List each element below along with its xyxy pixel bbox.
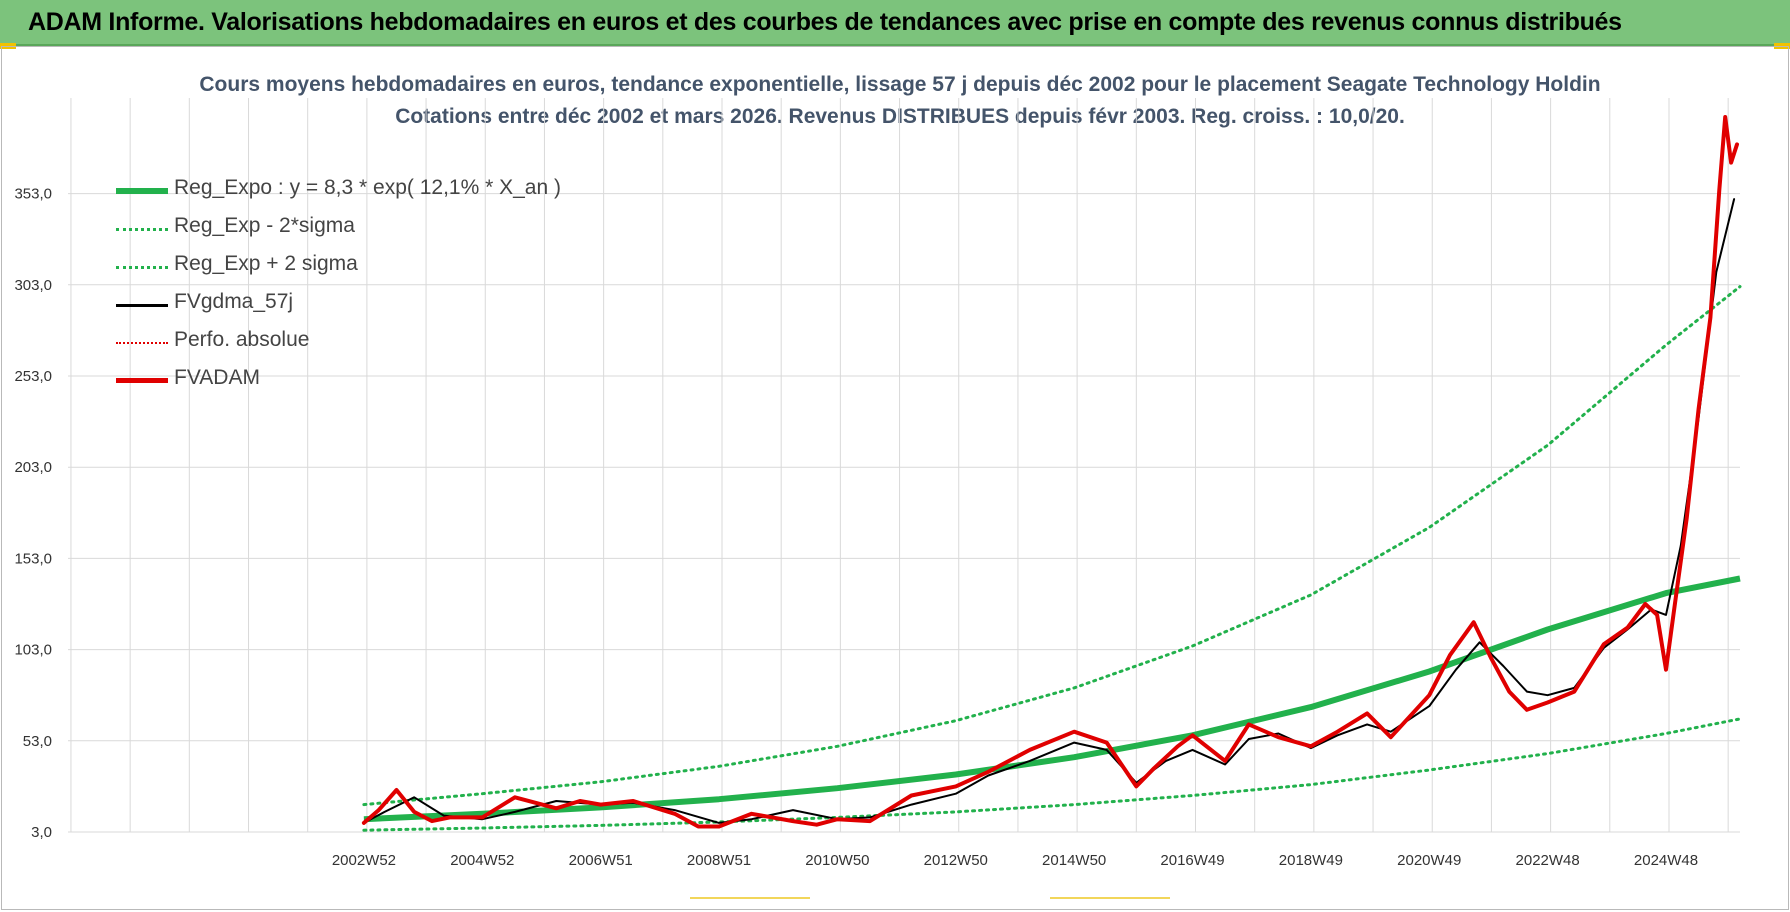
report-banner: ADAM Informe. Valorisations hebdomadaire… <box>0 0 1790 46</box>
bottom-mark-1 <box>690 897 810 899</box>
legend-label-reg-expo: Reg_Expo : y = 8,3 * exp( 12,1% * X_an ) <box>174 176 561 199</box>
x-tick-label: 2024W48 <box>1634 852 1698 869</box>
legend-swatch-fvadam <box>116 378 168 383</box>
chart-frame <box>1 46 1789 910</box>
chart-title: Cours moyens hebdomadaires en euros, ten… <box>199 73 1601 96</box>
series-fvadam <box>361 115 1739 829</box>
x-tick-label: 2012W50 <box>924 852 988 869</box>
legend-item-reg-expo: Reg_Expo : y = 8,3 * exp( 12,1% * X_an ) <box>116 176 576 206</box>
legend-label-fvgdma: FVgdma_57j <box>174 290 294 313</box>
series-reg-exp-plus <box>362 285 1742 807</box>
legend-swatch-reg-exp-plus <box>116 266 168 269</box>
report-title: ADAM Informe. Valorisations hebdomadaire… <box>28 8 1622 36</box>
x-tick-label: 2020W49 <box>1397 852 1461 869</box>
x-tick-label: 2016W49 <box>1160 852 1224 869</box>
x-tick-label: 2010W50 <box>805 852 869 869</box>
x-tick-label: 2008W51 <box>687 852 751 869</box>
y-tick-label: 253,0 <box>14 368 52 385</box>
legend-item-fvgdma: FVgdma_57j <box>116 290 576 320</box>
legend-swatch-reg-expo <box>116 188 168 194</box>
y-tick-label: 353,0 <box>14 186 52 203</box>
y-tick-label: 103,0 <box>14 642 52 659</box>
legend-swatch-reg-exp-minus <box>116 228 168 231</box>
x-tick-label: 2022W48 <box>1516 852 1580 869</box>
legend-item-perfo: Perfo. absolue <box>116 328 576 358</box>
legend-swatch-perfo <box>116 342 168 344</box>
x-tick-label: 2018W49 <box>1279 852 1343 869</box>
x-tick-label: 2014W50 <box>1042 852 1106 869</box>
legend-item-reg-exp-plus: Reg_Exp + 2 sigma <box>116 252 576 282</box>
y-tick-label: 3,0 <box>31 824 52 841</box>
legend-item-fvadam: FVADAM <box>116 366 576 396</box>
y-tick-label: 203,0 <box>14 459 52 476</box>
bottom-mark-2 <box>1050 897 1170 899</box>
legend-label-perfo: Perfo. absolue <box>174 328 310 351</box>
legend-swatch-fvgdma <box>116 304 168 307</box>
y-tick-label: 53,0 <box>23 733 52 750</box>
x-tick-label: 2002W52 <box>332 852 396 869</box>
legend-label-reg-exp-minus: Reg_Exp - 2*sigma <box>174 214 355 237</box>
y-tick-label: 303,0 <box>14 277 52 294</box>
legend-label-fvadam: FVADAM <box>174 366 260 389</box>
legend-item-reg-exp-minus: Reg_Exp - 2*sigma <box>116 214 576 244</box>
x-tick-label: 2006W51 <box>569 852 633 869</box>
y-tick-label: 153,0 <box>14 550 52 567</box>
x-tick-label: 2004W52 <box>450 852 514 869</box>
series-reg-expo <box>363 575 1741 823</box>
series-reg-exp-minus <box>362 717 1742 832</box>
legend-label-reg-exp-plus: Reg_Exp + 2 sigma <box>174 252 358 275</box>
